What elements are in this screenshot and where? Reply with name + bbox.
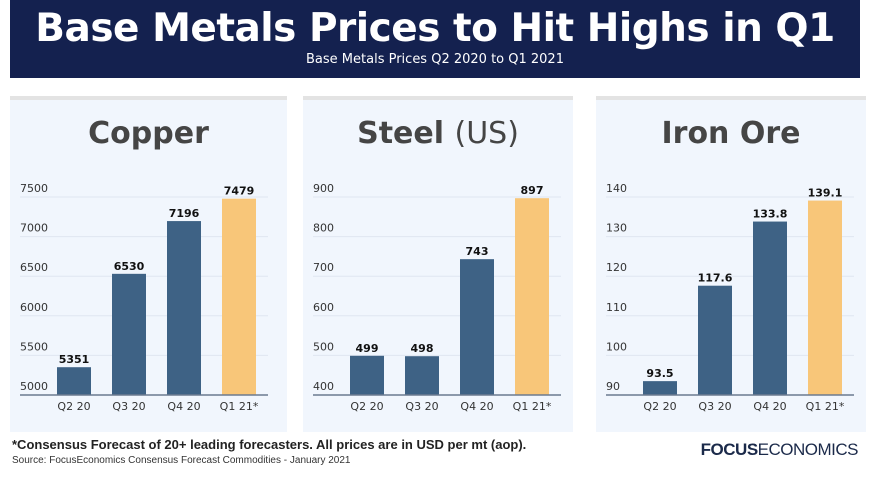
bar: [643, 381, 677, 395]
x-tick-label: Q2 20: [350, 400, 383, 413]
y-tick-label: 6000: [20, 301, 48, 314]
y-tick-label: 700: [313, 261, 334, 274]
y-tick-label: 5500: [20, 340, 48, 353]
header-banner: Base Metals Prices to Hit Highs in Q1 Ba…: [10, 0, 860, 78]
bar: [167, 221, 201, 395]
x-tick-label: Q3 20: [405, 400, 438, 413]
data-label: 499: [356, 342, 379, 355]
x-tick-label: Q1 21*: [220, 400, 259, 413]
source-note: Source: FocusEconomics Consensus Forecas…: [12, 455, 351, 466]
page-subtitle: Base Metals Prices Q2 2020 to Q1 2021: [306, 52, 564, 67]
bar: [57, 367, 91, 395]
x-tick-label: Q1 21*: [806, 400, 845, 413]
x-tick-label: Q4 20: [753, 400, 786, 413]
y-tick-label: 800: [313, 222, 334, 235]
bar: [698, 285, 732, 395]
x-tick-label: Q2 20: [57, 400, 90, 413]
x-tick-label: Q3 20: [698, 400, 731, 413]
focuseconomics-logo: FOCUSECONOMICS: [700, 440, 859, 459]
bar: [753, 221, 787, 395]
y-tick-label: 7500: [20, 182, 48, 195]
y-tick-label: 600: [313, 301, 334, 314]
data-label: 93.5: [646, 367, 673, 380]
data-label: 133.8: [753, 208, 788, 221]
copper-chart-panel: Copper 5000 5500 6000 6500 7000 7500 5351 Q2 20…: [10, 96, 287, 432]
chart-title: Copper: [88, 116, 209, 151]
data-label: 5351: [59, 353, 90, 366]
chart-title: Iron Ore: [661, 116, 801, 151]
data-label: 7196: [169, 207, 200, 220]
data-label: 6530: [114, 260, 145, 273]
data-label: 498: [411, 342, 434, 355]
bar: [515, 198, 549, 395]
data-label: 743: [466, 245, 489, 258]
footnote: *Consensus Forecast of 20+ leading forec…: [12, 437, 527, 452]
y-tick-label: 900: [313, 182, 334, 195]
bar: [112, 273, 146, 395]
x-tick-label: Q3 20: [112, 400, 145, 413]
data-label: 897: [521, 184, 544, 197]
chart-title: Steel (US): [357, 116, 519, 151]
bar: [405, 356, 439, 395]
data-label: 139.1: [808, 187, 843, 200]
iron-ore-chart-panel: Iron Ore 90 100 110 120 130 140 93.5 Q2 20 117.6…: [596, 96, 866, 432]
y-tick-label: 6500: [20, 261, 48, 274]
x-tick-label: Q1 21*: [513, 400, 552, 413]
x-tick-label: Q4 20: [460, 400, 493, 413]
y-tick-label: 400: [313, 380, 334, 393]
bar: [808, 200, 842, 395]
copper-chart: 5000 5500 6000 6500 7000 7500 5351 Q2 20 6530 Q3 …: [20, 182, 268, 413]
steel-chart-panel: Steel (US) 400 500 600 700 800 900 499 Q2 20 498…: [303, 96, 573, 432]
y-tick-label: 7000: [20, 222, 48, 235]
bar: [222, 198, 256, 395]
x-tick-label: Q2 20: [643, 400, 676, 413]
data-label: 7479: [224, 185, 255, 198]
bar: [350, 355, 384, 395]
y-tick-label: 140: [606, 182, 627, 195]
y-tick-label: 90: [606, 380, 620, 393]
y-tick-label: 100: [606, 340, 627, 353]
steel-chart: 400 500 600 700 800 900 499 Q2 20 498 Q3 20 743 Q4 …: [313, 182, 561, 413]
y-tick-label: 5000: [20, 380, 48, 393]
y-tick-label: 500: [313, 340, 334, 353]
x-tick-label: Q4 20: [167, 400, 200, 413]
y-tick-label: 110: [606, 301, 627, 314]
iron-ore-chart: 90 100 110 120 130 140 93.5 Q2 20 117.6 Q3 20 133.…: [606, 182, 854, 413]
y-tick-label: 130: [606, 222, 627, 235]
data-label: 117.6: [698, 272, 733, 285]
y-tick-label: 120: [606, 261, 627, 274]
page-title: Base Metals Prices to Hit Highs in Q1: [35, 6, 835, 51]
bar: [460, 259, 494, 395]
